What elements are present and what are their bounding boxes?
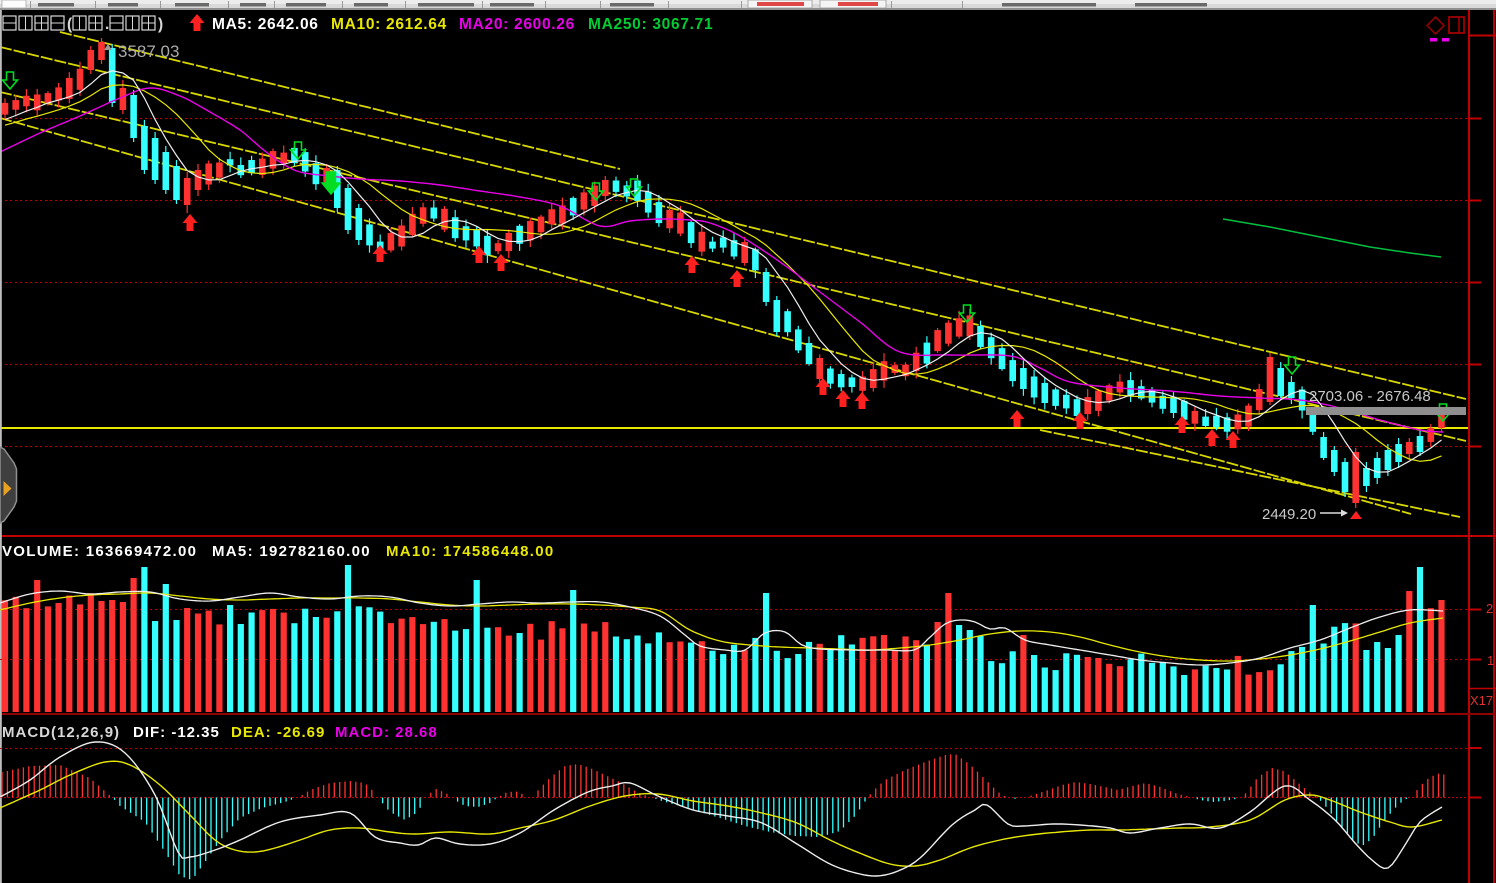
svg-text:1: 1	[1487, 653, 1494, 668]
svg-text:2703.06 - 2676.48: 2703.06 - 2676.48	[1309, 388, 1431, 405]
svg-text:2449.20: 2449.20	[1262, 506, 1316, 523]
svg-text:DIF: -12.35: DIF: -12.35	[133, 724, 220, 741]
svg-text:(: (	[67, 16, 73, 33]
svg-text:X17: X17	[1470, 693, 1493, 708]
svg-text:.: .	[105, 16, 110, 33]
svg-text:): )	[158, 16, 164, 33]
svg-text:MA20: 2600.26: MA20: 2600.26	[459, 16, 575, 33]
svg-text:MACD: 28.68: MACD: 28.68	[335, 724, 438, 741]
svg-text:MA10: 2612.64: MA10: 2612.64	[331, 16, 447, 33]
svg-text:MACD(12,26,9): MACD(12,26,9)	[2, 724, 120, 741]
svg-text:MA10: 174586448.00: MA10: 174586448.00	[386, 543, 555, 560]
svg-text:MA5: 2642.06: MA5: 2642.06	[212, 16, 319, 33]
svg-text:3587.03: 3587.03	[118, 42, 179, 61]
svg-text:MA250: 3067.71: MA250: 3067.71	[588, 16, 713, 33]
svg-text:VOLUME: 163669472.00: VOLUME: 163669472.00	[2, 543, 197, 560]
svg-text:2: 2	[1486, 601, 1493, 616]
svg-text:MA5: 192782160.00: MA5: 192782160.00	[212, 543, 371, 560]
svg-text:DEA: -26.69: DEA: -26.69	[231, 724, 325, 741]
